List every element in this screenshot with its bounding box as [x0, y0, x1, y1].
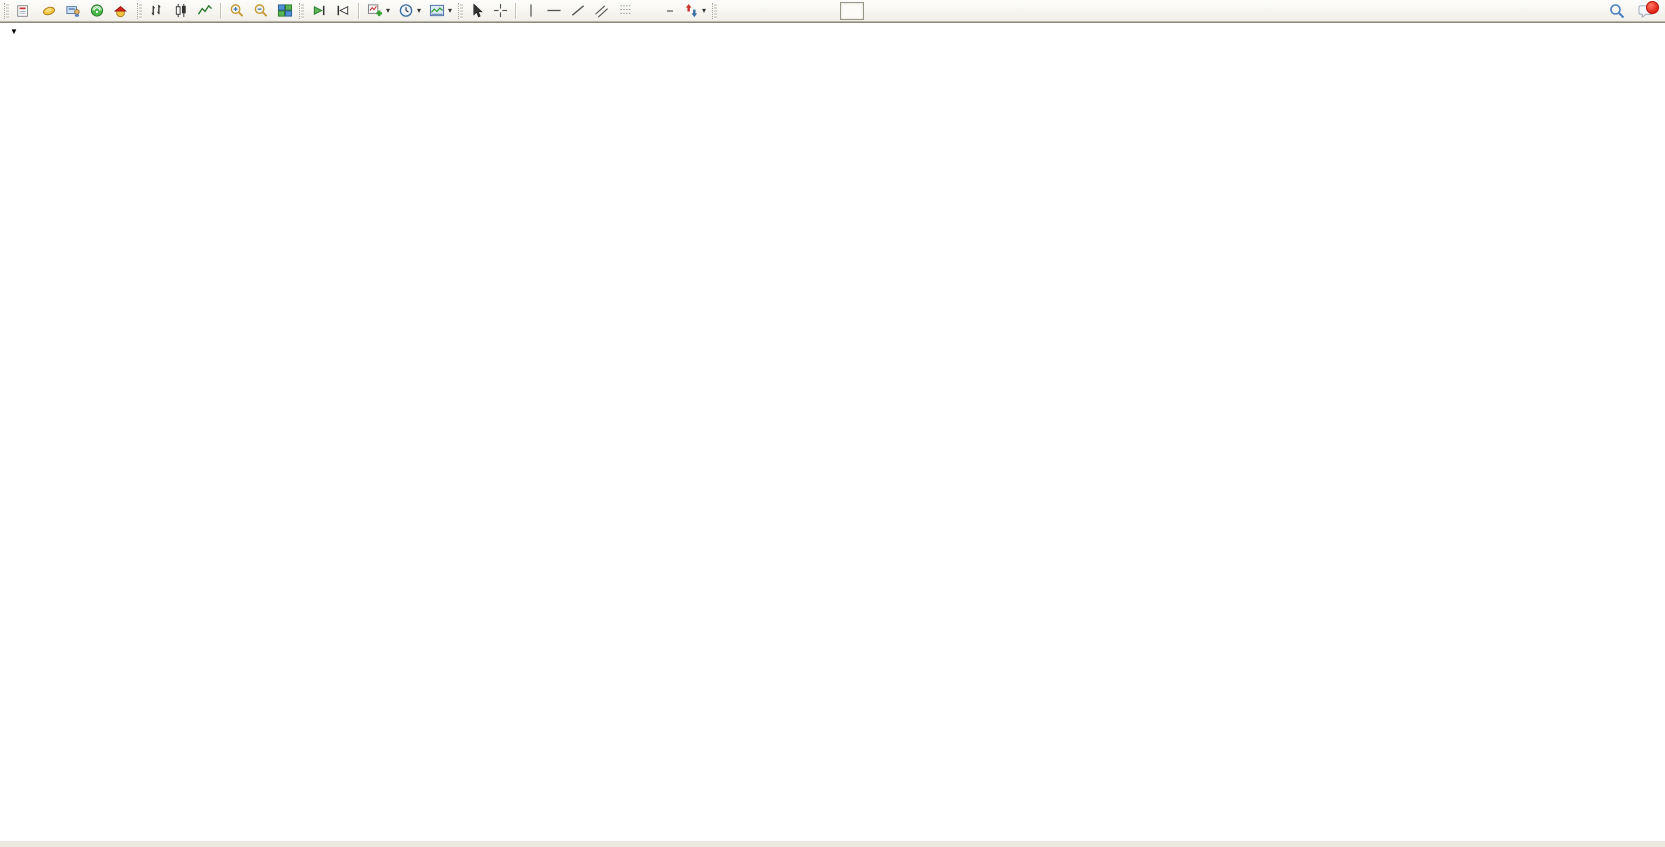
candlestick-icon	[175, 3, 186, 18]
trendline-icon	[572, 5, 585, 16]
timeframe-mn-button[interactable]	[912, 2, 936, 20]
auto-trading-icon	[114, 5, 127, 17]
toolbar-grip[interactable]	[137, 2, 143, 19]
chart-title: ▼	[10, 27, 28, 36]
signal-icon	[90, 4, 104, 17]
terminal-icon	[66, 5, 80, 17]
signal-button[interactable]	[85, 1, 109, 21]
crosshair-tool-button[interactable]	[489, 1, 512, 21]
toolbar-separator	[220, 2, 222, 19]
equidistant-channel-icon	[595, 5, 609, 18]
search-icon	[1610, 3, 1625, 18]
clock-icon	[399, 4, 413, 17]
timeframe-d1-button[interactable]	[864, 2, 888, 20]
add-indicator-button[interactable]: ▾	[363, 1, 394, 21]
terminal-button[interactable]	[61, 1, 85, 21]
new-order-icon	[17, 4, 28, 17]
auto-scroll-button[interactable]	[307, 1, 331, 21]
crosshair-icon	[493, 3, 508, 18]
bar-chart-icon	[151, 4, 161, 16]
timeframe-m5-button[interactable]	[744, 2, 768, 20]
zoom-out-button[interactable]	[249, 1, 273, 21]
line-chart-icon	[197, 4, 213, 15]
timeframe-h4-button[interactable]	[840, 1, 865, 20]
toolbar-grip[interactable]	[458, 2, 465, 19]
period-button[interactable]: ▾	[394, 1, 425, 21]
toolbar-separator	[358, 2, 360, 19]
timeframe-h1-button[interactable]	[816, 2, 840, 20]
line-chart-mode-button[interactable]	[193, 1, 217, 21]
equidistant-channel-tool-button[interactable]	[590, 1, 615, 21]
add-indicator-icon	[367, 4, 383, 17]
label-tool-label	[667, 9, 674, 12]
auto-scroll-icon	[313, 5, 325, 16]
chart-canvas[interactable]	[0, 23, 1665, 842]
auto-trading-button[interactable]	[109, 1, 135, 21]
bar-chart-mode-button[interactable]	[145, 1, 169, 21]
toolbar-grip[interactable]	[299, 2, 305, 19]
chart-shift-icon	[337, 5, 349, 16]
toolbar-separator	[515, 2, 518, 19]
cursor-icon	[473, 3, 483, 18]
coin-icon	[43, 6, 55, 15]
toolbar-grip[interactable]	[4, 2, 10, 19]
symbol-dropdown-icon[interactable]: ▼	[10, 27, 18, 36]
arrows-tool-button[interactable]: ▾	[680, 1, 710, 21]
chart-window[interactable]: ▼	[0, 22, 1665, 841]
dropdown-caret: ▾	[448, 5, 453, 15]
vertical-line-tool-button[interactable]	[520, 1, 542, 21]
timeframe-m15-button[interactable]	[768, 2, 792, 20]
fibonacci-tool-button[interactable]	[615, 1, 640, 21]
market-watch-button[interactable]	[37, 1, 61, 21]
timeframe-m1-button[interactable]	[720, 2, 744, 20]
notification-badge	[1646, 0, 1659, 14]
main-toolbar: ▾ ▾ ▾ ▾	[0, 0, 1665, 22]
tile-windows-button[interactable]	[273, 1, 297, 21]
timeframe-w1-button[interactable]	[888, 2, 912, 20]
horizontal-line-icon	[547, 9, 561, 12]
dropdown-caret: ▾	[386, 5, 391, 15]
search-button[interactable]	[1605, 1, 1629, 21]
zoom-in-icon	[230, 4, 244, 17]
template-button[interactable]: ▾	[425, 1, 456, 21]
text-label-tool-button[interactable]	[660, 1, 680, 21]
zoom-in-button[interactable]	[225, 1, 249, 21]
dropdown-caret: ▾	[702, 5, 707, 15]
trendline-tool-button[interactable]	[566, 1, 590, 21]
notifications-button[interactable]	[1635, 0, 1659, 21]
vertical-line-icon	[530, 4, 532, 17]
template-icon	[430, 4, 445, 17]
dropdown-caret: ▾	[417, 5, 422, 15]
cursor-tool-button[interactable]	[466, 1, 489, 21]
horizontal-line-tool-button[interactable]	[542, 1, 566, 21]
zoom-out-icon	[254, 4, 268, 17]
new-order-button[interactable]	[12, 1, 37, 21]
timeframe-m30-button[interactable]	[792, 2, 816, 20]
text-tool-button[interactable]	[640, 1, 660, 21]
tile-windows-icon	[277, 4, 293, 17]
arrows-icon	[685, 3, 698, 18]
candlestick-mode-button[interactable]	[169, 1, 193, 21]
chart-shift-button[interactable]	[331, 1, 355, 21]
fibonacci-icon	[620, 5, 632, 14]
toolbar-grip[interactable]	[712, 2, 719, 19]
